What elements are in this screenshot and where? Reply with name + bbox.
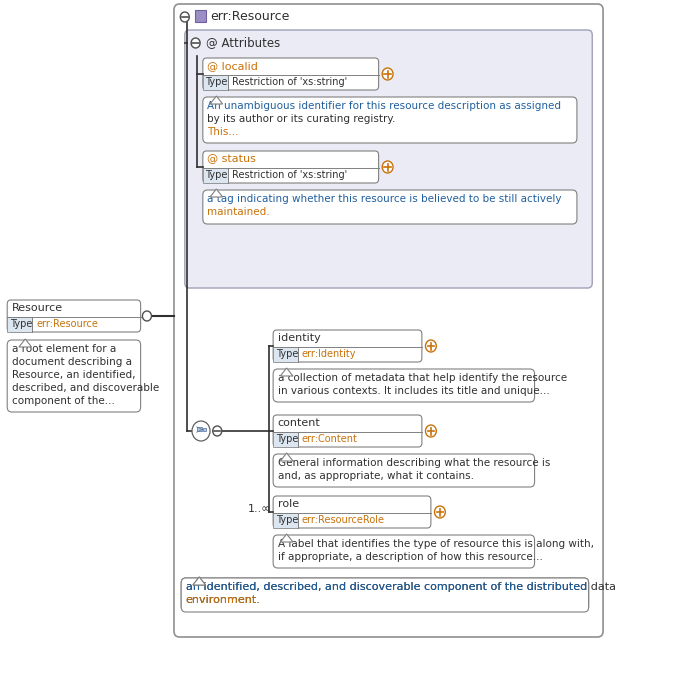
Text: This...: This... (207, 127, 239, 137)
Text: a collection of metadata that help identify the resource: a collection of metadata that help ident… (277, 373, 567, 383)
Bar (202, 168, 228, 183)
Circle shape (213, 426, 222, 436)
Circle shape (192, 421, 210, 441)
Text: Restriction of 'xs:string': Restriction of 'xs:string' (232, 77, 347, 87)
Circle shape (425, 425, 436, 437)
Text: General information describing what the resource is: General information describing what the … (277, 458, 550, 468)
FancyBboxPatch shape (273, 535, 535, 568)
Text: in various contexts. It includes its title and unique...: in various contexts. It includes its tit… (277, 386, 549, 396)
FancyBboxPatch shape (273, 330, 422, 362)
Text: Type: Type (276, 515, 298, 525)
Text: err:ResourceRole: err:ResourceRole (302, 515, 385, 525)
FancyBboxPatch shape (7, 300, 140, 332)
FancyBboxPatch shape (181, 578, 589, 612)
Circle shape (180, 12, 189, 22)
Text: Type: Type (205, 77, 228, 87)
Text: @ Attributes: @ Attributes (205, 36, 279, 49)
Circle shape (382, 68, 393, 80)
FancyBboxPatch shape (202, 190, 577, 224)
Bar (202, 428, 207, 431)
Text: err:Content: err:Content (302, 434, 358, 444)
Polygon shape (280, 368, 293, 376)
Bar (194, 10, 205, 22)
Text: A label that identifies the type of resource this is along with,: A label that identifies the type of reso… (277, 539, 593, 549)
Polygon shape (210, 96, 223, 104)
Text: Type: Type (276, 434, 298, 444)
Text: err:Identity: err:Identity (302, 349, 356, 359)
Circle shape (142, 311, 151, 321)
Text: Type: Type (10, 319, 32, 329)
Text: a tag indicating whether this resource is believed to be still actively: a tag indicating whether this resource i… (207, 194, 562, 204)
FancyBboxPatch shape (273, 369, 535, 402)
Text: Resource, an identified,: Resource, an identified, (11, 370, 135, 380)
Text: if appropriate, a description of how this resource...: if appropriate, a description of how thi… (277, 552, 543, 562)
FancyBboxPatch shape (202, 97, 577, 143)
Polygon shape (19, 339, 32, 347)
FancyBboxPatch shape (202, 151, 379, 183)
Text: @ localid: @ localid (207, 61, 259, 71)
FancyBboxPatch shape (7, 340, 140, 412)
Bar (273, 513, 298, 528)
FancyBboxPatch shape (273, 496, 431, 528)
Text: err:Resource: err:Resource (210, 10, 290, 23)
Text: environment.: environment. (186, 595, 261, 605)
Polygon shape (193, 577, 205, 585)
Text: @ status: @ status (207, 154, 256, 164)
Bar (202, 75, 228, 90)
FancyBboxPatch shape (181, 578, 589, 611)
Text: err:Resource: err:Resource (36, 319, 98, 329)
Text: document describing a: document describing a (11, 357, 132, 367)
Circle shape (425, 340, 436, 352)
Polygon shape (210, 189, 223, 197)
Circle shape (382, 161, 393, 173)
Bar (273, 432, 298, 447)
Text: maintained.: maintained. (207, 207, 270, 217)
Polygon shape (193, 577, 205, 585)
Text: an identified, described, and discoverable component of the distributed data: an identified, described, and discoverab… (186, 582, 616, 592)
Text: An unambiguous identifier for this resource description as assigned: An unambiguous identifier for this resou… (207, 101, 562, 111)
Bar (196, 427, 202, 431)
Text: 1..∞: 1..∞ (248, 504, 271, 514)
Polygon shape (280, 453, 293, 461)
Polygon shape (280, 534, 293, 542)
Text: Type: Type (276, 349, 298, 359)
Text: Resource: Resource (11, 303, 63, 313)
Circle shape (435, 506, 446, 518)
Text: content: content (277, 418, 321, 428)
Text: an identified, described, and discoverable component of the distributed: an identified, described, and discoverab… (186, 582, 591, 592)
Text: environment.: environment. (186, 595, 261, 605)
Bar (7, 317, 32, 332)
Text: and, as appropriate, what it contains.: and, as appropriate, what it contains. (277, 471, 474, 481)
Text: a root element for a: a root element for a (11, 344, 116, 354)
Text: by its author or its curating registry.: by its author or its curating registry. (207, 114, 396, 124)
FancyBboxPatch shape (202, 58, 379, 90)
FancyBboxPatch shape (174, 4, 603, 637)
FancyBboxPatch shape (273, 454, 535, 487)
Text: Type: Type (205, 170, 228, 180)
FancyBboxPatch shape (185, 30, 592, 288)
Text: Restriction of 'xs:string': Restriction of 'xs:string' (232, 170, 347, 180)
Text: role: role (277, 499, 299, 509)
Text: described, and discoverable: described, and discoverable (11, 383, 159, 393)
FancyBboxPatch shape (273, 415, 422, 447)
Text: component of the...: component of the... (11, 396, 115, 406)
Bar (273, 347, 298, 362)
Circle shape (191, 38, 200, 48)
Text: identity: identity (277, 333, 321, 343)
